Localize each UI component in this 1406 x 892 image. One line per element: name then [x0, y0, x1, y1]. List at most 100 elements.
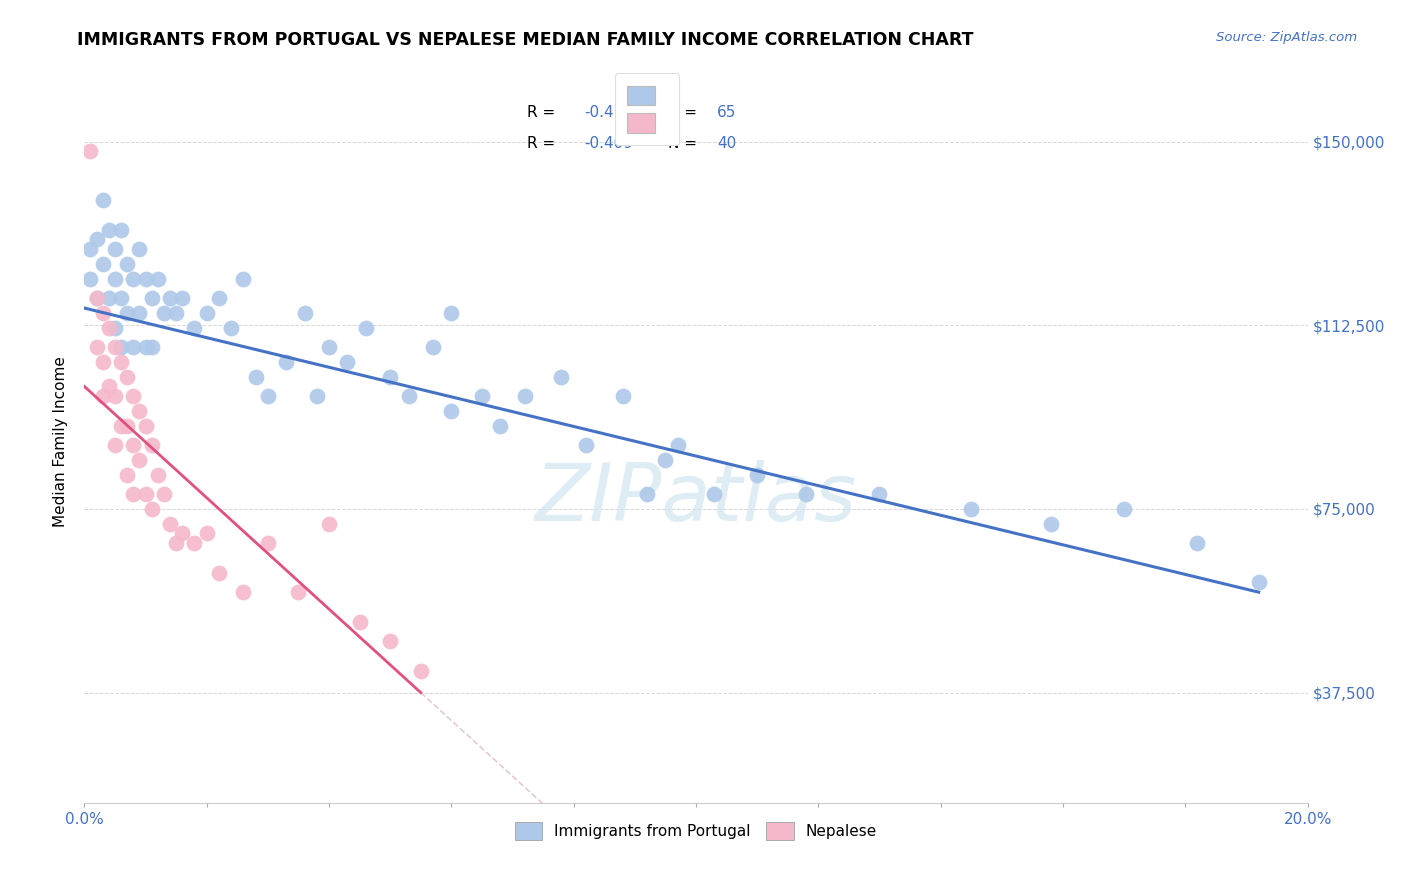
- Point: [122, 487, 145, 501]
- Point: [422, 340, 444, 354]
- Text: R =: R =: [527, 136, 560, 151]
- Point: [232, 585, 254, 599]
- Point: [115, 418, 138, 433]
- Point: [440, 404, 463, 418]
- Point: [1187, 536, 1209, 550]
- Point: [159, 291, 181, 305]
- Point: [91, 257, 114, 271]
- Point: [636, 487, 658, 501]
- Point: [354, 320, 377, 334]
- Point: [195, 526, 218, 541]
- Point: [141, 438, 163, 452]
- Point: [183, 320, 205, 334]
- Point: [97, 320, 120, 334]
- Text: 40: 40: [717, 136, 735, 151]
- Point: [159, 516, 181, 531]
- Point: [104, 242, 127, 256]
- Point: [122, 389, 145, 403]
- Point: [128, 404, 150, 418]
- Point: [575, 438, 598, 452]
- Point: [141, 291, 163, 305]
- Point: [183, 536, 205, 550]
- Point: [550, 369, 572, 384]
- Point: [97, 222, 120, 236]
- Point: [172, 526, 194, 541]
- Point: [115, 467, 138, 482]
- Point: [79, 145, 101, 159]
- Point: [141, 502, 163, 516]
- Point: [79, 271, 101, 285]
- Point: [115, 257, 138, 271]
- Point: [257, 536, 280, 550]
- Point: [122, 340, 145, 354]
- Point: [172, 291, 194, 305]
- Point: [79, 242, 101, 256]
- Point: [104, 320, 127, 334]
- Point: [219, 320, 242, 334]
- Point: [104, 389, 127, 403]
- Point: [86, 291, 108, 305]
- Point: [91, 306, 114, 320]
- Point: [1114, 502, 1136, 516]
- Point: [122, 438, 145, 452]
- Point: [128, 306, 150, 320]
- Point: [513, 389, 536, 403]
- Point: [398, 389, 420, 403]
- Point: [135, 271, 157, 285]
- Point: [794, 487, 817, 501]
- Point: [703, 487, 725, 501]
- Point: [128, 242, 150, 256]
- Point: [97, 291, 120, 305]
- Point: [208, 566, 231, 580]
- Point: [110, 291, 132, 305]
- Point: [110, 340, 132, 354]
- Point: [104, 340, 127, 354]
- Text: 65: 65: [717, 105, 737, 120]
- Text: R =: R =: [527, 105, 560, 120]
- Point: [336, 355, 359, 369]
- Point: [153, 487, 176, 501]
- Point: [110, 355, 132, 369]
- Point: [1039, 516, 1062, 531]
- Text: ZIPatlas: ZIPatlas: [534, 460, 858, 539]
- Point: [153, 306, 176, 320]
- Point: [115, 369, 138, 384]
- Point: [349, 615, 371, 629]
- Point: [232, 271, 254, 285]
- Point: [747, 467, 769, 482]
- Point: [110, 222, 132, 236]
- Point: [869, 487, 891, 501]
- Point: [666, 438, 689, 452]
- Point: [135, 487, 157, 501]
- Point: [257, 389, 280, 403]
- Point: [91, 355, 114, 369]
- Point: [960, 502, 983, 516]
- Text: N =: N =: [668, 136, 702, 151]
- Point: [128, 453, 150, 467]
- Point: [318, 516, 340, 531]
- Point: [380, 369, 402, 384]
- Y-axis label: Median Family Income: Median Family Income: [53, 356, 69, 527]
- Point: [135, 418, 157, 433]
- Text: -0.409: -0.409: [585, 136, 634, 151]
- Point: [141, 340, 163, 354]
- Point: [287, 585, 309, 599]
- Point: [97, 379, 120, 393]
- Point: [489, 418, 512, 433]
- Point: [245, 369, 267, 384]
- Point: [294, 306, 316, 320]
- Point: [208, 291, 231, 305]
- Text: IMMIGRANTS FROM PORTUGAL VS NEPALESE MEDIAN FAMILY INCOME CORRELATION CHART: IMMIGRANTS FROM PORTUGAL VS NEPALESE MED…: [77, 31, 974, 49]
- Point: [276, 355, 298, 369]
- Point: [91, 194, 114, 208]
- Point: [146, 271, 169, 285]
- Point: [471, 389, 494, 403]
- Point: [165, 306, 187, 320]
- Point: [440, 306, 463, 320]
- Point: [654, 453, 676, 467]
- Text: N =: N =: [668, 105, 702, 120]
- Point: [1247, 575, 1270, 590]
- Legend: Immigrants from Portugal, Nepalese: Immigrants from Portugal, Nepalese: [509, 816, 883, 846]
- Text: -0.471: -0.471: [585, 105, 634, 120]
- Point: [318, 340, 340, 354]
